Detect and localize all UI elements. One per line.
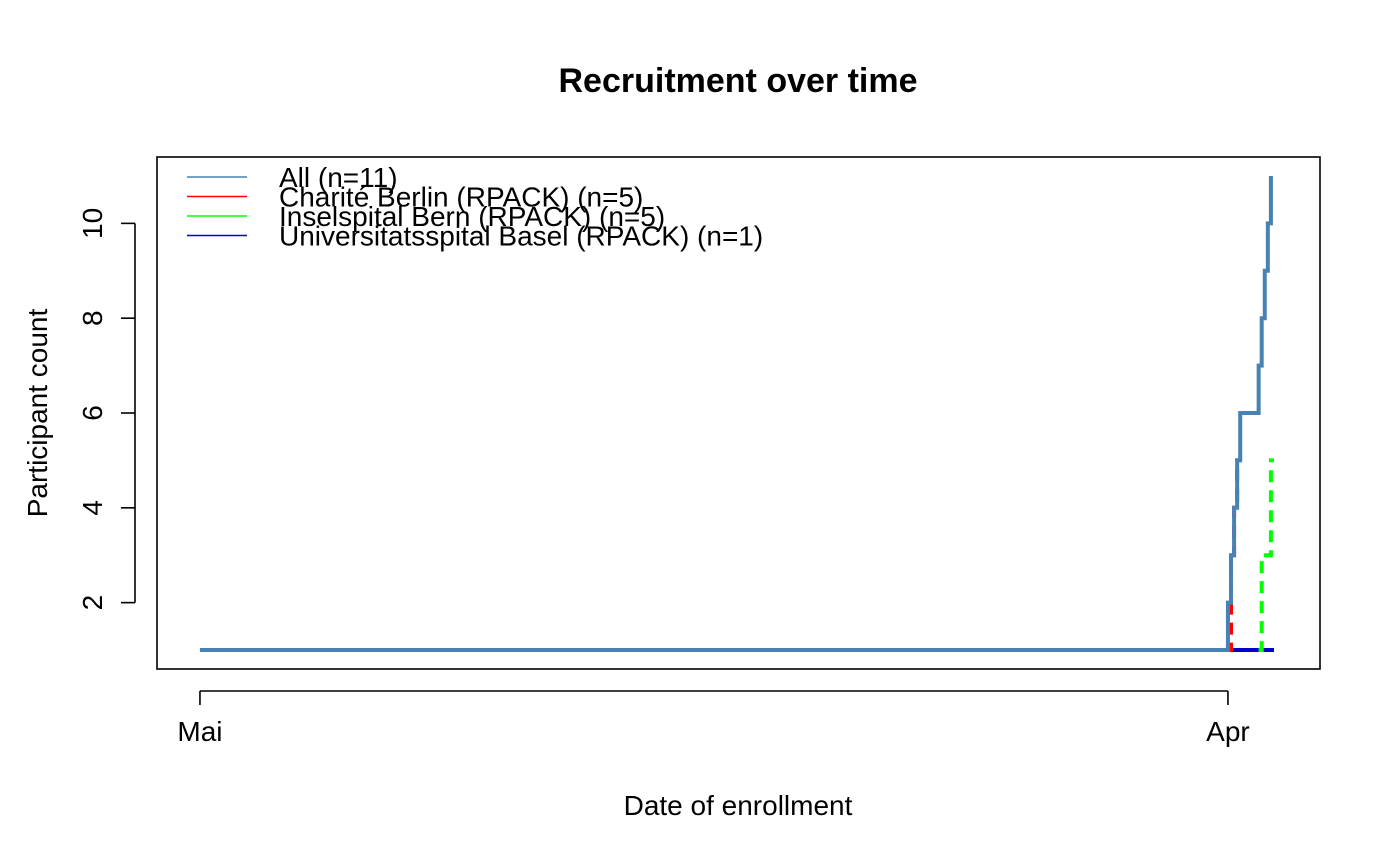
x-tick-label: Apr xyxy=(1206,716,1250,747)
y-tick-label: 8 xyxy=(77,310,108,326)
plot-box xyxy=(156,156,1321,670)
legend-label: Universitatsspital Basel (RPACK) (n=1) xyxy=(279,221,763,252)
y-tick-label: 2 xyxy=(77,595,108,611)
chart-title: Recruitment over time xyxy=(559,62,918,100)
x-axis-label: Date of enrollment xyxy=(624,790,853,821)
legend-label: Charité Berlin (RPACK) (n=5) xyxy=(279,182,643,213)
legend-label: All (n=11) xyxy=(279,162,398,193)
legend-label: Inselspital Bern (RPACK) (n=5) xyxy=(279,201,665,232)
series-layer xyxy=(199,175,1274,653)
y-axis-label: Participant count xyxy=(22,309,53,518)
legend: All (n=11)Charité Berlin (RPACK) (n=5)In… xyxy=(187,162,763,252)
y-tick-label: 6 xyxy=(77,405,108,421)
y-tick-label: 10 xyxy=(77,208,108,239)
series-line-1 xyxy=(1258,458,1274,653)
x-tick-label: Mai xyxy=(177,716,222,747)
x-axis: Mai Apr xyxy=(177,690,1250,747)
y-tick-label: 4 xyxy=(77,500,108,516)
y-axis: 2 4 6 8 10 xyxy=(77,208,136,611)
series-line-3 xyxy=(199,175,1273,653)
